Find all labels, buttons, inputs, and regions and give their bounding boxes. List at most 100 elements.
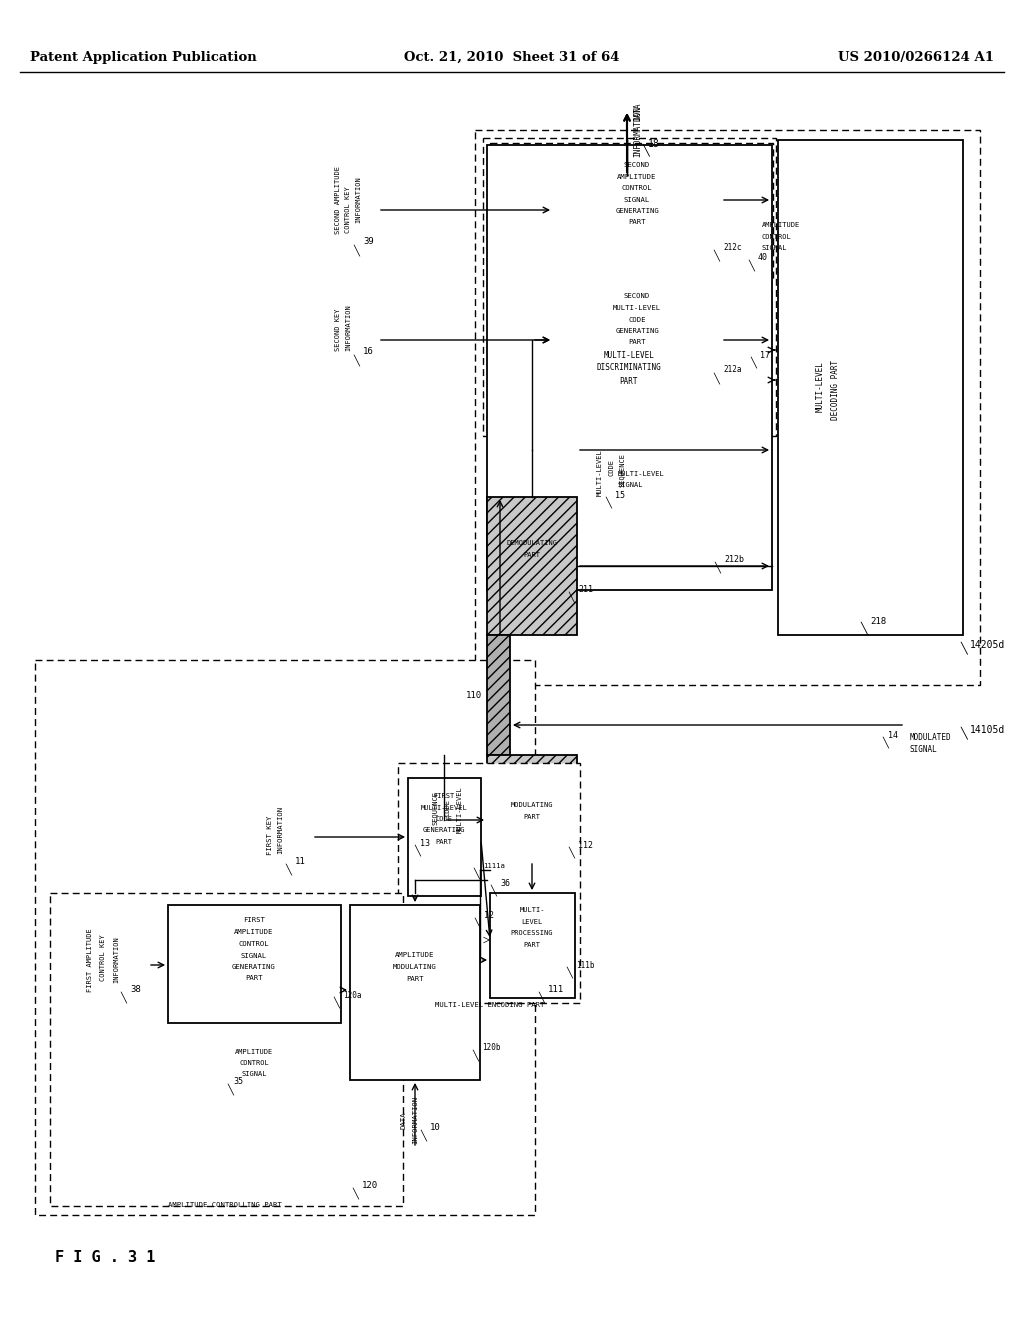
Text: 14205d: 14205d [970,640,1006,649]
Text: INFORMATION: INFORMATION [345,305,351,351]
Text: MULTI-LEVEL: MULTI-LEVEL [618,471,665,477]
Text: CONTROL KEY: CONTROL KEY [100,935,106,981]
Text: 15: 15 [615,491,625,500]
Bar [350,906,480,1080]
Text: SIGNAL: SIGNAL [241,953,267,960]
Text: GENERATING: GENERATING [615,327,658,334]
Bar [487,755,577,894]
Text: ╲: ╲ [538,991,544,1003]
Text: PROCESSING: PROCESSING [511,931,553,936]
Bar [487,145,772,590]
Text: MULTI-LEVEL: MULTI-LEVEL [603,351,654,359]
Text: ╲: ╲ [285,863,291,875]
Text: MODULATED: MODULATED [910,734,951,742]
Text: DATA: DATA [634,103,642,121]
Text: 111: 111 [548,986,564,994]
Bar [50,894,403,1206]
Text: 11: 11 [295,858,306,866]
Text: ╲: ╲ [860,622,866,635]
Text: CODE: CODE [435,816,453,822]
Text: SEQUENCE: SEQUENCE [432,791,438,825]
Text: AMPLITUDE: AMPLITUDE [617,174,656,180]
Text: CONTROL: CONTROL [622,185,652,191]
Text: ╲: ╲ [420,1129,426,1140]
Text: 110: 110 [466,690,482,700]
Text: 218: 218 [870,618,886,627]
Text: SECOND: SECOND [624,162,650,168]
Text: MODULATING: MODULATING [393,964,437,970]
Text: 38: 38 [130,986,140,994]
Text: PART: PART [435,840,453,845]
Text: PART: PART [629,339,646,345]
Bar [398,763,580,1003]
Text: MODULATING: MODULATING [511,803,553,808]
Text: ╲: ╲ [713,249,719,261]
Text: CODE: CODE [445,800,451,817]
Text: SIGNAL: SIGNAL [618,482,643,488]
Text: FIRST: FIRST [243,917,265,923]
Bar [553,282,721,399]
Text: 16: 16 [362,347,374,356]
Text: GENERATING: GENERATING [232,964,275,970]
Text: PART: PART [407,975,424,982]
Bar [490,143,773,279]
Text: 18: 18 [648,139,659,149]
Text: INFORMATION: INFORMATION [355,177,361,223]
Text: CONTROL: CONTROL [762,234,792,240]
Text: ╲: ╲ [642,144,649,157]
Text: FIRST KEY: FIRST KEY [267,816,273,854]
Text: AMPLITUDE CONTROLLING PART: AMPLITUDE CONTROLLING PART [168,1203,282,1208]
Text: 120: 120 [362,1181,378,1191]
Text: SECOND: SECOND [624,293,650,300]
Text: ╲: ╲ [568,846,573,858]
Text: ╲: ╲ [473,867,479,879]
Text: PART: PART [620,376,638,385]
Bar [475,129,980,685]
Text: DEMODULATING: DEMODULATING [507,540,557,546]
Text: CONTROL KEY: CONTROL KEY [345,186,351,234]
Bar [487,498,577,635]
Text: GENERATING: GENERATING [615,209,658,214]
Text: 120a: 120a [343,990,361,999]
Text: MULTI-LEVEL: MULTI-LEVEL [613,305,662,312]
Bar [35,660,535,1214]
Text: 13: 13 [420,838,430,847]
Text: 212a: 212a [723,366,741,375]
Bar [490,894,575,998]
Text: GENERATING: GENERATING [423,828,465,833]
Text: Oct. 21, 2010  Sheet 31 of 64: Oct. 21, 2010 Sheet 31 of 64 [404,50,620,63]
Text: INFORMATION: INFORMATION [412,1096,418,1144]
Text: INFORMATION: INFORMATION [278,807,283,854]
Text: CONTROL: CONTROL [239,941,269,946]
Text: 1111a: 1111a [483,863,505,869]
Text: ╲: ╲ [490,884,496,896]
Text: 112: 112 [578,841,593,850]
Text: SECOND AMPLITUDE: SECOND AMPLITUDE [335,166,341,234]
Text: CODE: CODE [629,317,646,323]
Text: MULTI-LEVEL: MULTI-LEVEL [457,787,463,833]
Text: CODE: CODE [608,459,614,477]
Text: 111b: 111b [575,961,595,969]
Text: 10: 10 [430,1123,440,1133]
Text: AMPLITUDE: AMPLITUDE [234,929,273,935]
Text: FIRST AMPLITUDE: FIRST AMPLITUDE [87,928,93,991]
Text: ╲: ╲ [474,917,480,929]
Text: ╲: ╲ [748,259,754,271]
Text: SIGNAL: SIGNAL [762,246,787,251]
Text: SIGNAL: SIGNAL [624,197,650,203]
Text: MULTI-: MULTI- [519,907,545,913]
Bar [487,635,510,755]
Text: 14105d: 14105d [970,725,1006,735]
Text: ╲: ╲ [882,737,888,748]
Text: ╲: ╲ [961,726,967,739]
Bar [408,777,481,896]
Text: INFORMATION: INFORMATION [113,937,119,983]
Text: FIRST: FIRST [433,793,455,799]
Bar [778,140,963,635]
Text: DISCRIMINATING: DISCRIMINATING [597,363,662,372]
Text: 17: 17 [760,351,770,359]
Text: MULTI-LEVEL ENCODING PART: MULTI-LEVEL ENCODING PART [435,1002,545,1008]
Text: MULTI-LEVEL: MULTI-LEVEL [815,362,824,412]
Text: SIGNAL: SIGNAL [242,1071,266,1077]
Bar [553,152,721,267]
